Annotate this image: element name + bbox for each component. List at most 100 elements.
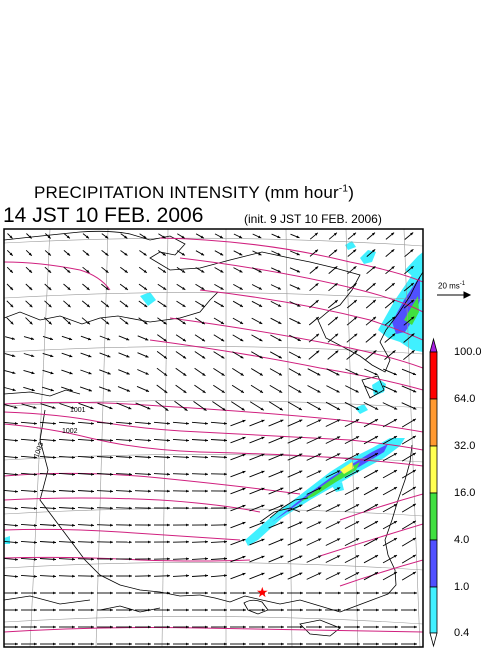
wind-arrowhead bbox=[280, 419, 284, 423]
wind-arrowhead bbox=[221, 390, 225, 393]
wind-arrowhead bbox=[337, 521, 341, 524]
wind-arrowhead bbox=[88, 388, 92, 392]
wind-arrowhead bbox=[300, 608, 303, 612]
wind-arrowhead bbox=[86, 321, 90, 325]
wind-arrowhead bbox=[221, 355, 225, 359]
wind-arrowhead bbox=[15, 473, 18, 476]
wind-arrowhead bbox=[182, 287, 186, 290]
wind-arrowhead bbox=[86, 287, 90, 290]
wind-arrowhead bbox=[15, 625, 18, 629]
wind-arrowhead bbox=[393, 470, 397, 473]
wind-arrowhead bbox=[334, 283, 338, 287]
wind-arrowhead bbox=[414, 591, 417, 595]
colorbar-box-16-32 bbox=[429, 445, 438, 494]
wind-arrowhead bbox=[34, 575, 37, 578]
wind-arrowhead bbox=[29, 321, 33, 325]
wind-arrowhead bbox=[412, 520, 416, 524]
wind-arrowhead bbox=[335, 350, 339, 354]
wind-arrowhead bbox=[278, 372, 282, 376]
wind-arrowhead bbox=[91, 523, 94, 527]
wind-arrowhead bbox=[373, 333, 377, 337]
wind-arrowhead bbox=[110, 642, 113, 646]
wind-arrowhead bbox=[410, 299, 414, 303]
wind-arrowhead bbox=[296, 269, 300, 273]
wind-arrowhead bbox=[393, 419, 397, 422]
wind-arrowhead bbox=[129, 540, 132, 544]
wind-arrowhead bbox=[49, 337, 53, 340]
colorbar-label-04: 0.4 bbox=[454, 627, 470, 639]
wind-arrowhead bbox=[410, 249, 414, 253]
wind-arrowhead bbox=[353, 316, 357, 320]
wind-arrowhead bbox=[201, 321, 205, 325]
wind-arrowhead bbox=[318, 538, 322, 542]
wind-arrowhead bbox=[391, 249, 395, 253]
wind-arrowhead bbox=[261, 436, 265, 440]
wind-arrowhead bbox=[201, 287, 205, 290]
wind-arrowhead bbox=[240, 390, 244, 393]
wind-arrowhead bbox=[34, 473, 37, 476]
wind-arrowhead bbox=[12, 354, 16, 357]
wind-arrowhead bbox=[28, 252, 32, 256]
wind-arrowhead bbox=[205, 540, 208, 544]
wind-arrowhead bbox=[143, 252, 147, 256]
wind-arrowhead bbox=[53, 591, 56, 595]
wind-arrowhead bbox=[239, 269, 243, 273]
wind-arrowhead bbox=[410, 283, 414, 286]
wind-arrowhead bbox=[110, 574, 113, 578]
wind-arrowhead bbox=[318, 555, 322, 559]
wind-arrowhead bbox=[259, 321, 263, 324]
wind-arrowhead bbox=[372, 266, 376, 270]
wind-arrowhead bbox=[395, 625, 398, 629]
wind-arrowhead bbox=[239, 304, 243, 307]
wind-arrowhead bbox=[145, 337, 149, 341]
wind-arrowhead bbox=[105, 304, 109, 308]
wind-arrowhead bbox=[202, 390, 206, 393]
wind-arrowhead bbox=[205, 625, 208, 629]
wind-arrowhead bbox=[128, 406, 132, 410]
wind-arrowhead bbox=[163, 321, 167, 325]
wind-arrowhead bbox=[357, 642, 360, 646]
wind-arrowhead bbox=[262, 591, 265, 595]
wind-arrowhead bbox=[72, 540, 75, 544]
wind-arrowhead bbox=[281, 625, 284, 629]
wind-arrowhead bbox=[163, 304, 167, 307]
wind-arrowhead bbox=[279, 390, 283, 393]
wind-arrowhead bbox=[224, 591, 227, 595]
wind-arrowhead bbox=[167, 642, 170, 646]
wind-arrowhead bbox=[167, 557, 170, 561]
wind-arrowhead bbox=[374, 538, 378, 541]
wind-arrowhead bbox=[53, 557, 56, 561]
wind-arrowhead bbox=[91, 642, 94, 646]
wind-arrowhead bbox=[129, 455, 132, 459]
wind-arrowhead bbox=[66, 235, 70, 239]
wind-arrowhead bbox=[299, 521, 303, 525]
wind-arrowhead bbox=[162, 269, 166, 273]
wind-arrowhead bbox=[110, 625, 113, 629]
wind-arrowhead bbox=[336, 372, 340, 376]
wind-arrowhead bbox=[205, 422, 208, 425]
wind-arrowhead bbox=[31, 371, 35, 375]
wind-arrowhead bbox=[71, 406, 75, 409]
wind-arrowhead bbox=[186, 608, 189, 612]
wind-arrowhead bbox=[239, 321, 244, 324]
wind-arrowhead bbox=[412, 469, 416, 473]
wind-arrowhead bbox=[220, 321, 224, 324]
wind-arrowhead bbox=[395, 642, 398, 646]
wind-arrowhead bbox=[162, 252, 166, 256]
wind-arrowhead bbox=[72, 642, 75, 646]
wind-arrowhead bbox=[221, 372, 225, 376]
wind-arrowhead bbox=[241, 407, 245, 411]
wind-arrowhead bbox=[374, 555, 378, 558]
wind-arrowhead bbox=[243, 591, 246, 595]
wind-arrowhead bbox=[333, 232, 337, 236]
wind-arrowhead bbox=[243, 642, 246, 646]
wind-arrowhead bbox=[391, 232, 395, 236]
wind-arrowhead bbox=[224, 540, 227, 544]
wind-arrowhead bbox=[374, 419, 378, 422]
wind-arrowhead bbox=[107, 337, 111, 341]
wind-arrowhead bbox=[280, 538, 284, 542]
wind-arrowhead bbox=[372, 249, 376, 253]
wind-arrowhead bbox=[167, 472, 170, 476]
wind-arrowhead bbox=[145, 354, 149, 358]
wind-arrowhead bbox=[412, 418, 416, 422]
